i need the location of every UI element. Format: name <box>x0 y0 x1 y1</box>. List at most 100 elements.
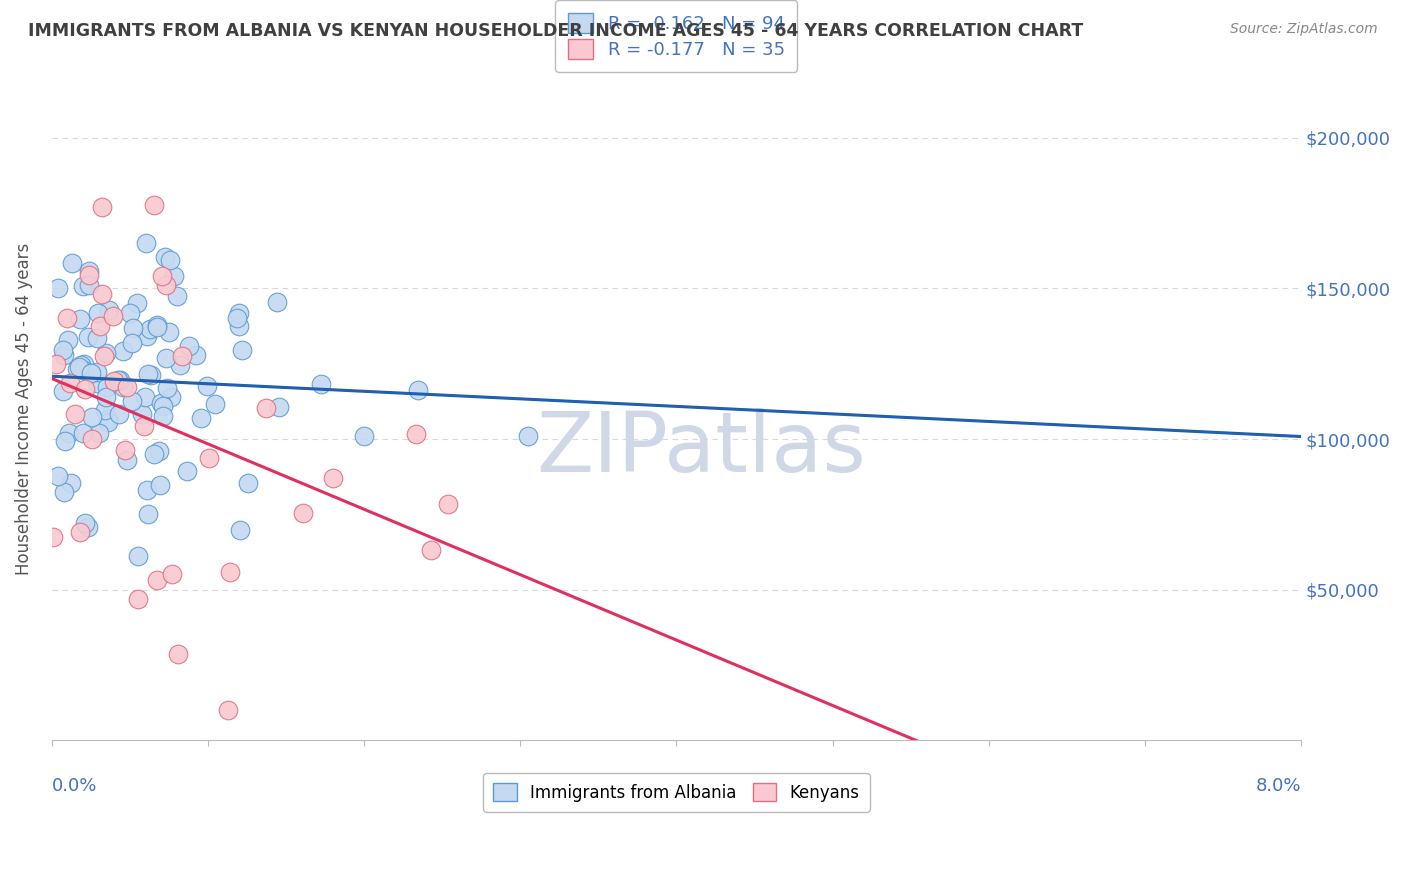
Point <box>136 483 159 497</box>
Point <box>155 250 177 264</box>
Point <box>516 429 538 443</box>
Point <box>69 524 91 539</box>
Point <box>87 306 110 320</box>
Point <box>69 358 91 372</box>
Point <box>53 434 76 448</box>
Point <box>90 201 112 215</box>
Point <box>75 382 97 396</box>
Point <box>115 380 138 394</box>
Text: 0.0%: 0.0% <box>52 777 97 795</box>
Point <box>60 256 83 270</box>
Point <box>77 278 100 293</box>
Point <box>266 295 288 310</box>
Point <box>405 427 427 442</box>
Point <box>111 343 134 358</box>
Point <box>136 367 159 381</box>
Point <box>80 366 103 380</box>
Point <box>254 401 277 415</box>
Point <box>120 306 142 320</box>
Point <box>101 309 124 323</box>
Point <box>72 426 94 441</box>
Text: ZIPatlas: ZIPatlas <box>537 409 866 489</box>
Point <box>159 253 181 268</box>
Point <box>228 306 250 320</box>
Point <box>94 346 117 360</box>
Point <box>155 381 177 395</box>
Point <box>146 318 169 332</box>
Point <box>77 268 100 283</box>
Y-axis label: Householder Income Ages 45 - 64 years: Householder Income Ages 45 - 64 years <box>15 243 32 575</box>
Point <box>91 286 114 301</box>
Point <box>46 469 69 483</box>
Point <box>53 485 76 500</box>
Point <box>69 312 91 326</box>
Point <box>73 516 96 530</box>
Point <box>238 476 260 491</box>
Point <box>353 428 375 442</box>
Point <box>56 333 79 347</box>
Point <box>127 549 149 563</box>
Point <box>121 394 143 409</box>
Point <box>152 409 174 423</box>
Point <box>114 443 136 458</box>
Point <box>322 471 344 485</box>
Point <box>291 506 314 520</box>
Point <box>122 321 145 335</box>
Point <box>163 269 186 284</box>
Point <box>96 390 118 404</box>
Point <box>406 383 429 397</box>
Point <box>80 410 103 425</box>
Point <box>89 318 111 333</box>
Point <box>59 475 82 490</box>
Point <box>217 703 239 717</box>
Point <box>48 280 70 294</box>
Point <box>115 452 138 467</box>
Point <box>59 376 82 390</box>
Point <box>65 407 87 421</box>
Point <box>177 339 200 353</box>
Point <box>139 322 162 336</box>
Point <box>86 376 108 391</box>
Point <box>152 399 174 413</box>
Point <box>96 379 118 393</box>
Point <box>229 523 252 537</box>
Point <box>136 507 159 521</box>
Point <box>52 384 75 398</box>
Point <box>186 347 208 361</box>
Point <box>136 329 159 343</box>
Point <box>66 361 89 376</box>
Point <box>52 343 75 358</box>
Point <box>146 319 169 334</box>
Point <box>72 278 94 293</box>
Point <box>110 373 132 387</box>
Point <box>98 303 121 318</box>
Point <box>121 336 143 351</box>
Point <box>160 567 183 582</box>
Point <box>197 379 219 393</box>
Point <box>228 319 250 334</box>
Point <box>111 380 134 394</box>
Point <box>146 573 169 587</box>
Point <box>77 520 100 534</box>
Point <box>73 357 96 371</box>
Point <box>160 390 183 404</box>
Point <box>226 311 249 326</box>
Point <box>125 296 148 310</box>
Point <box>142 197 165 211</box>
Point <box>131 407 153 421</box>
Point <box>169 358 191 372</box>
Point <box>148 444 170 458</box>
Point <box>76 330 98 344</box>
Point <box>155 277 177 292</box>
Point <box>139 368 162 382</box>
Point <box>231 343 253 357</box>
Point <box>58 425 80 440</box>
Point <box>103 374 125 388</box>
Text: Source: ZipAtlas.com: Source: ZipAtlas.com <box>1230 22 1378 37</box>
Legend: Immigrants from Albania, Kenyans: Immigrants from Albania, Kenyans <box>484 773 869 812</box>
Point <box>107 373 129 387</box>
Point <box>135 235 157 250</box>
Point <box>150 395 173 409</box>
Point <box>127 591 149 606</box>
Point <box>142 447 165 461</box>
